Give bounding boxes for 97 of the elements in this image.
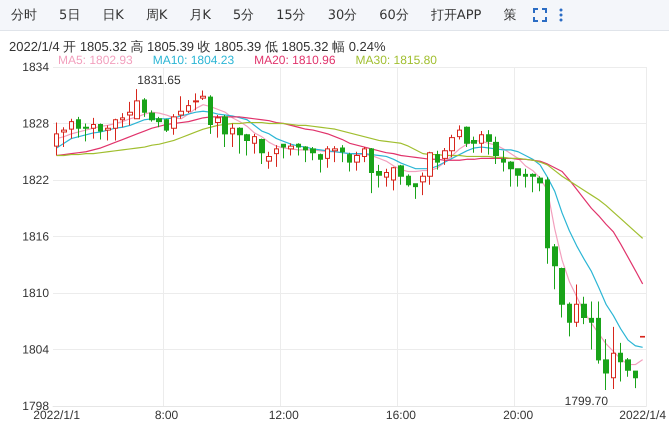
candlestick — [318, 153, 323, 173]
candlestick — [501, 150, 506, 172]
candlestick — [369, 147, 374, 194]
candlestick — [611, 326, 616, 390]
candlestick — [193, 92, 199, 111]
candlestick — [325, 146, 330, 168]
candlestick — [618, 342, 623, 382]
candlestick — [362, 146, 367, 163]
candlestick — [98, 123, 103, 140]
candlestick — [142, 98, 147, 118]
candlestick — [589, 300, 594, 350]
candlestick — [252, 133, 257, 154]
candlestick — [354, 151, 360, 172]
candlestick — [633, 370, 638, 389]
candlestick — [493, 136, 499, 164]
candlestick — [61, 126, 67, 148]
candlestick — [398, 164, 404, 186]
candlestick — [288, 142, 294, 156]
text: 30分 — [326, 7, 358, 24]
text: 周K — [144, 7, 168, 24]
candlestick — [376, 164, 382, 188]
candlestick — [574, 284, 579, 328]
candlestick — [266, 151, 272, 170]
text: MA30: 1815.80 — [356, 53, 437, 67]
x-tick-label: 2022/1/4 — [619, 408, 666, 421]
y-tick-label: 1828 — [22, 116, 50, 130]
candlestick — [186, 99, 191, 114]
y-tick-label: 1816 — [22, 230, 50, 244]
candlestick — [340, 144, 345, 163]
candlestick — [113, 118, 118, 141]
text: 5日 — [58, 7, 82, 24]
text: MA20: 1810.96 — [254, 53, 336, 67]
text: MA5: 1802.93 — [58, 53, 133, 67]
x-tick-label: 16:00 — [386, 408, 416, 421]
candlestick — [347, 152, 352, 172]
candlestick — [215, 114, 221, 138]
x-tick-label: 20:00 — [503, 408, 534, 421]
candlestick — [332, 146, 338, 163]
line-series — [56, 116, 644, 285]
candlestick — [83, 123, 89, 142]
candlestick — [581, 296, 587, 325]
x-tick-label: 8:00 — [154, 408, 179, 421]
text: 5分 — [232, 7, 256, 24]
chart-subtitle: 2022/1/4 开 1805.32 高 1805.39 收 1805.39 低 1805.32 幅 0.24% — [9, 39, 386, 54]
candlestick — [76, 116, 81, 138]
text: 60分 — [378, 7, 410, 24]
candlestick — [105, 124, 111, 141]
candlestick — [69, 118, 74, 140]
text: 15分 — [275, 7, 307, 24]
y-tick-label: 1810 — [22, 286, 50, 300]
annotation: 1831.65 — [137, 73, 181, 88]
candlestick — [310, 146, 316, 161]
candlestick — [406, 174, 411, 188]
annotation: 1799.70 — [564, 394, 608, 408]
candlestick — [486, 130, 492, 156]
candlestick — [603, 338, 609, 390]
candlestick — [200, 90, 206, 100]
candlestick — [303, 146, 308, 163]
y-tick-label: 1834 — [22, 60, 50, 74]
candlestick — [523, 168, 528, 188]
candlestick — [164, 118, 169, 132]
y-tick-label: 1804 — [22, 342, 50, 356]
candlestick — [537, 176, 543, 192]
candlestick — [457, 124, 462, 140]
candlestick — [530, 172, 536, 193]
candlestick — [545, 176, 550, 264]
candlestick — [274, 144, 279, 168]
line-series — [56, 122, 644, 239]
candlestick — [567, 302, 572, 337]
text: 打开APP — [430, 7, 482, 24]
candlestick — [208, 94, 213, 134]
x-tick-label: 12:00 — [268, 408, 300, 421]
candlestick — [171, 114, 177, 136]
text: 策 — [502, 7, 518, 24]
candlestick — [296, 142, 301, 156]
candlestick — [435, 150, 440, 170]
candlestick — [559, 267, 565, 318]
candlestick — [596, 300, 601, 364]
candlestick — [91, 117, 96, 140]
candlestick — [391, 166, 396, 191]
text: MA10: 1804.23 — [152, 53, 234, 67]
y-tick-label: 1822 — [22, 173, 50, 187]
candlestick — [222, 114, 228, 148]
candlestick — [625, 357, 631, 378]
candlestick — [281, 144, 286, 159]
text: 日K — [101, 7, 125, 24]
text: 分时 — [10, 7, 38, 24]
candlestick — [413, 183, 418, 200]
candlestick — [178, 96, 184, 120]
candlestick — [479, 130, 484, 154]
candlestick — [552, 244, 558, 290]
text: 月K — [188, 7, 212, 24]
candlestick — [54, 122, 59, 156]
candlestick — [120, 112, 125, 128]
candlestick — [384, 168, 389, 188]
candlestick — [230, 123, 235, 148]
candlestick — [259, 138, 265, 164]
